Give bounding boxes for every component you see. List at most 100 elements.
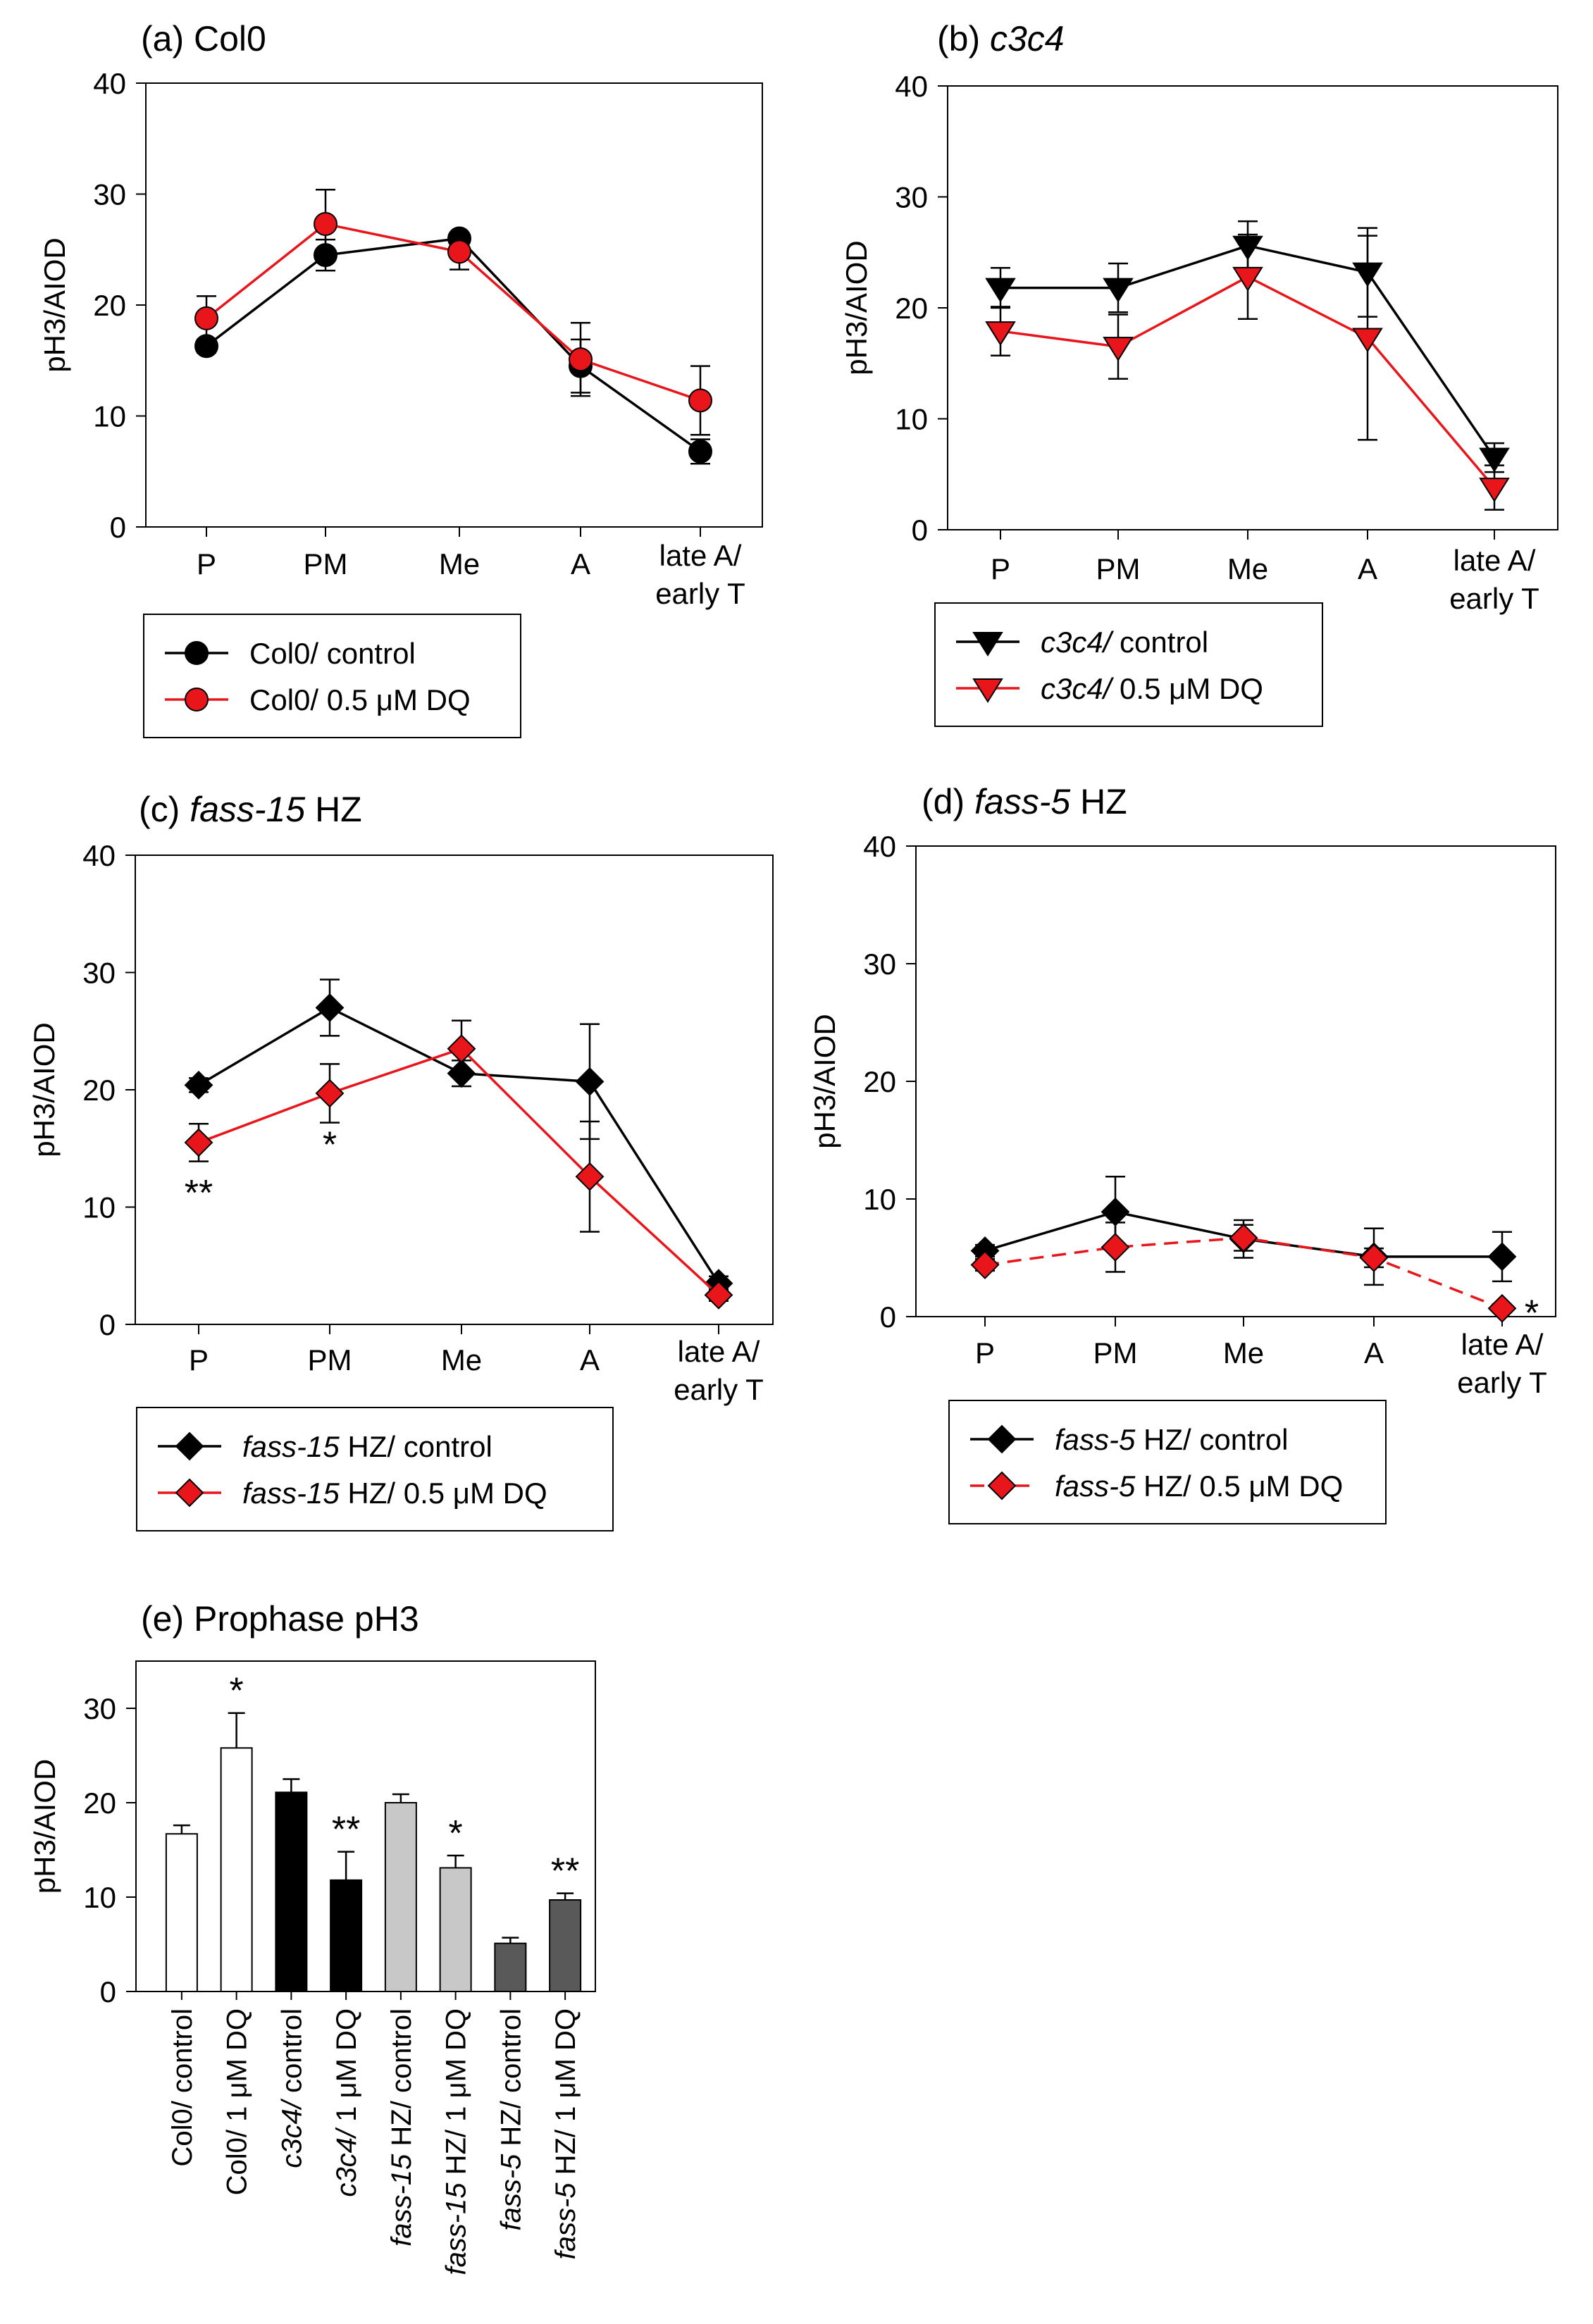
x-tick-label: fass-5 HZ/ 1 μM DQ: [550, 2008, 581, 2259]
y-tick-label: 40: [82, 839, 116, 872]
series-line: [205, 237, 702, 453]
panel-title: (c) fass-15 HZ: [139, 790, 362, 829]
data-point: [194, 306, 218, 330]
data-point: [1359, 1243, 1389, 1272]
legend-label-plain: HZ/ 0.5 μM DQ: [1135, 1469, 1343, 1503]
x-tick-label: Me: [1223, 1336, 1264, 1369]
legend: fass-15 HZ/ control fass-15 HZ/ 0.5 μM DQ: [136, 1407, 614, 1531]
legend-label-italic: c3c4/: [1041, 672, 1115, 705]
legend-label: fass-15 HZ/ 0.5 μM DQ: [242, 1477, 547, 1510]
legend-label-plain: Col0/ 0.5 μM DQ: [249, 683, 471, 716]
x-tick-label: fass-15 HZ/ 1 μM DQ: [441, 2008, 472, 2275]
data-point: [184, 1128, 213, 1157]
legend-marker: [175, 1478, 204, 1508]
panel-title: (b) c3c4: [937, 19, 1065, 58]
legend-label-plain: Col0/ control: [249, 637, 416, 670]
y-tick-label: 0: [100, 1975, 116, 2008]
x-tick-label: late A/: [678, 1335, 760, 1368]
data-point: [314, 212, 337, 237]
panel-e: (e) Prophase pH3 0 10 20 30 pH3/AIOD Col0/ con…: [28, 1599, 596, 2275]
legend: Col0/ control Col0/ 0.5 μM DQ: [143, 614, 521, 738]
data-point: [1229, 1223, 1258, 1253]
x-tick-label: Me: [439, 547, 480, 580]
legend-marker: [972, 678, 1003, 703]
x-tick-label: P: [197, 547, 216, 580]
legend-label-italic: fass-5: [1055, 1423, 1136, 1456]
legend-marker: [972, 632, 1003, 657]
x-tick-label: fass-5 HZ/ control: [495, 2008, 526, 2231]
x-tick-label-italic: c3c4/: [331, 2127, 362, 2196]
data-point: [704, 1280, 733, 1310]
legend-label-plain: control: [1111, 626, 1208, 659]
x-tick-label-plain: 1 μM DQ: [331, 2008, 362, 2130]
y-tick-label: 30: [895, 181, 928, 214]
bar: [494, 1942, 527, 1992]
x-tick-label: A: [571, 547, 590, 580]
x-tick-label: Col0/ control: [167, 2008, 198, 2167]
y-tick-label: 20: [93, 289, 126, 322]
x-tick-label: A: [1358, 552, 1377, 585]
x-tick-label: PM: [1093, 1336, 1138, 1369]
legend-label: fass-15 HZ/ control: [242, 1430, 492, 1463]
x-tick-label: A: [580, 1343, 600, 1377]
x-tick-label: P: [991, 552, 1010, 585]
significance-marker: **: [185, 1173, 213, 1214]
legend-label-italic: fass-5: [1055, 1469, 1136, 1503]
plot-frame: [947, 85, 1558, 530]
data-point: [985, 321, 1016, 346]
legend-label-plain: HZ/ control: [1135, 1423, 1288, 1456]
plot-frame: [135, 1660, 596, 1992]
y-axis-label: pH3/AIOD: [27, 1022, 61, 1157]
legend-marker: [987, 1471, 1017, 1500]
data-point: [315, 1079, 345, 1108]
y-tick-label: 30: [863, 947, 896, 981]
significance-marker: **: [332, 1810, 360, 1851]
series-dq: [184, 1019, 733, 1310]
data-point: [1232, 266, 1263, 292]
data-point: [575, 1067, 605, 1096]
legend-label-plain: HZ/ 0.5 μM DQ: [340, 1477, 547, 1510]
bar-group: * Col0/ 1 μM DQ: [220, 1671, 253, 2195]
y-tick-label: 30: [93, 178, 126, 211]
y-tick-label: 10: [82, 1191, 116, 1224]
x-tick-label-plain: HZ/ control: [495, 2008, 526, 2154]
plot-frame: [145, 82, 763, 528]
panel-title-text: Col0: [194, 19, 266, 58]
panel-title-plain: HZ: [1070, 782, 1127, 821]
y-tick-label: 10: [83, 1881, 116, 1914]
bar-group: fass-5 HZ/ control: [494, 1937, 527, 2231]
bar-group: c3c4/ control: [275, 1778, 308, 2168]
y-tick-label: 20: [83, 1787, 116, 1820]
significance-marker: *: [323, 1125, 337, 1166]
x-tick-label: c3c4/ 1 μM DQ: [331, 2008, 362, 2197]
series-control: [184, 978, 733, 1298]
panel-title: (a) Col0: [141, 19, 266, 58]
y-tick-label: 10: [863, 1183, 896, 1216]
significance-marker: **: [551, 1851, 579, 1892]
y-tick-label: 0: [912, 514, 928, 547]
y-tick-label: 0: [880, 1300, 896, 1334]
x-tick-label: PM: [304, 547, 348, 580]
data-point: [447, 1034, 476, 1064]
y-axis-label: pH3/AIOD: [808, 1014, 841, 1148]
x-tick-label-plain: Col0/ 1 μM DQ: [222, 2008, 253, 2195]
x-tick-label-italic: fass-5: [550, 2182, 581, 2260]
data-point: [569, 347, 593, 372]
legend-label-italic: fass-15: [242, 1477, 340, 1510]
x-tick-label: late A/: [1453, 544, 1536, 577]
x-tick-label: Me: [441, 1343, 482, 1377]
significance-marker: *: [1525, 1293, 1539, 1334]
plot-frame: [915, 845, 1556, 1317]
y-tick-label: 10: [895, 403, 928, 436]
bar: [275, 1791, 308, 1992]
y-tick-label: 20: [863, 1065, 896, 1098]
series-dq: [194, 188, 712, 436]
x-tick-label: A: [1364, 1336, 1384, 1369]
panel-label: (b): [937, 19, 990, 58]
data-point: [184, 1070, 213, 1100]
panel-title-italic: fass-5: [974, 782, 1070, 821]
significance-marker: *: [449, 1813, 463, 1854]
